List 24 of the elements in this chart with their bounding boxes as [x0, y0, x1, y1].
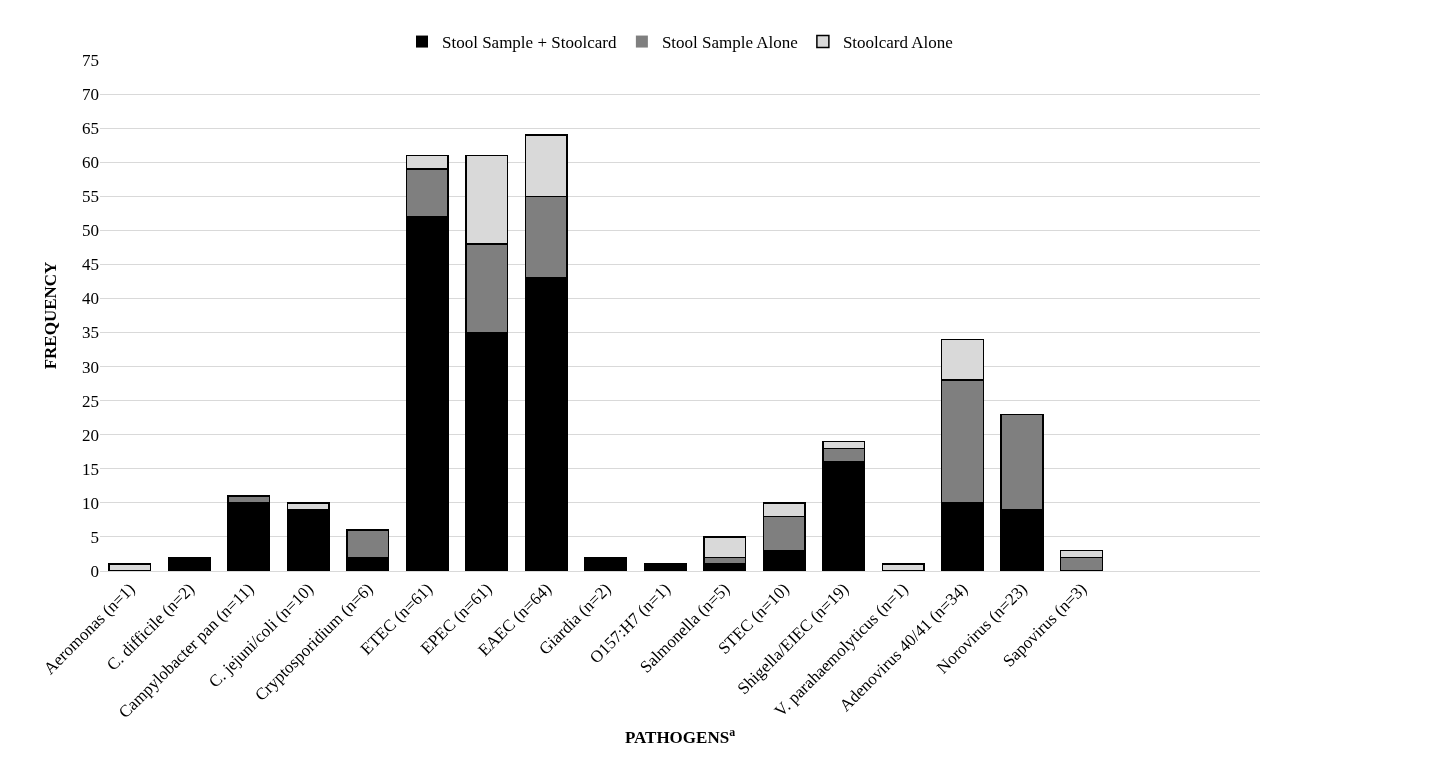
y-tick-label: 60	[82, 153, 99, 173]
y-tick-label: 55	[82, 187, 99, 207]
legend-label: Stool Sample + Stoolcard	[442, 33, 617, 53]
bar	[167, 556, 211, 571]
bar	[584, 556, 628, 571]
y-tick-label: 65	[82, 119, 99, 139]
y-tick-label: 5	[90, 527, 99, 547]
y-tick-label: 70	[82, 85, 99, 105]
y-tick-label: 30	[82, 357, 99, 377]
y-axis-title: FREQUENCY	[41, 261, 60, 370]
y-tick-label: 40	[82, 289, 99, 309]
y-tick-label: 15	[82, 459, 99, 479]
y-tick-label: 0	[90, 561, 99, 581]
y-tick-label: 10	[82, 493, 99, 513]
bar	[643, 563, 687, 571]
x-axis-title: PATHOGENS$^{a}$	[624, 725, 736, 748]
y-tick-label: 45	[82, 255, 99, 275]
legend-label: Stool Sample Alone	[661, 33, 798, 53]
legend-label: Stoolcard Alone	[842, 33, 953, 53]
y-tick-label: 35	[82, 323, 99, 343]
y-tick-label: 75	[82, 50, 99, 70]
y-tick-label: 25	[82, 391, 99, 411]
y-tick-label: 20	[82, 425, 99, 445]
y-tick-label: 50	[82, 221, 99, 241]
